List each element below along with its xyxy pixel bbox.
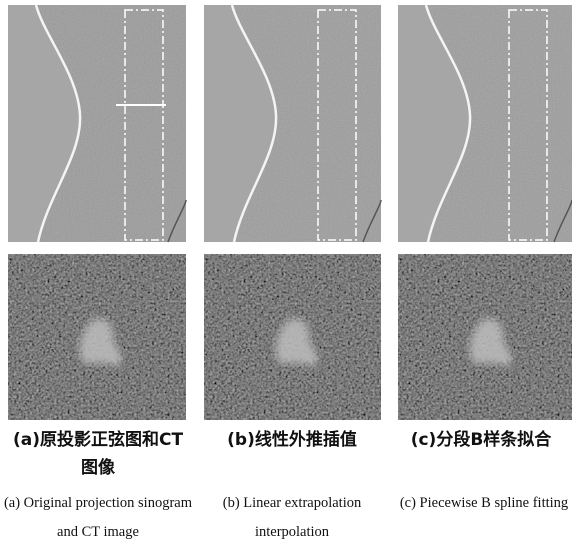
page: (a)原投影正弦图和CT图像 (b)线性外推插值 (c)分段B样条拟合 (a) …: [0, 0, 572, 547]
ct-spot: [318, 362, 326, 370]
caption-en: (a) Original projection sinogram and CT …: [0, 489, 196, 547]
ct-image: [8, 254, 186, 420]
sinogram: [398, 5, 572, 242]
caption-zh: (b)线性外推插值: [196, 426, 388, 454]
caption-zh: (c)分段B样条拟合: [390, 426, 572, 454]
sinogram: [8, 5, 186, 242]
sinogram: [204, 5, 381, 242]
caption-en: (c) Piecewise B spline fitting: [396, 489, 572, 518]
ct-spot: [122, 362, 130, 370]
ct-image: [398, 254, 572, 420]
ct-image: [204, 254, 381, 420]
caption-zh: (a)原投影正弦图和CT图像: [10, 426, 186, 482]
ct-spot: [512, 362, 520, 370]
caption-en: (b) Linear extrapolation interpolation: [196, 489, 388, 547]
figure-images: [0, 0, 572, 425]
